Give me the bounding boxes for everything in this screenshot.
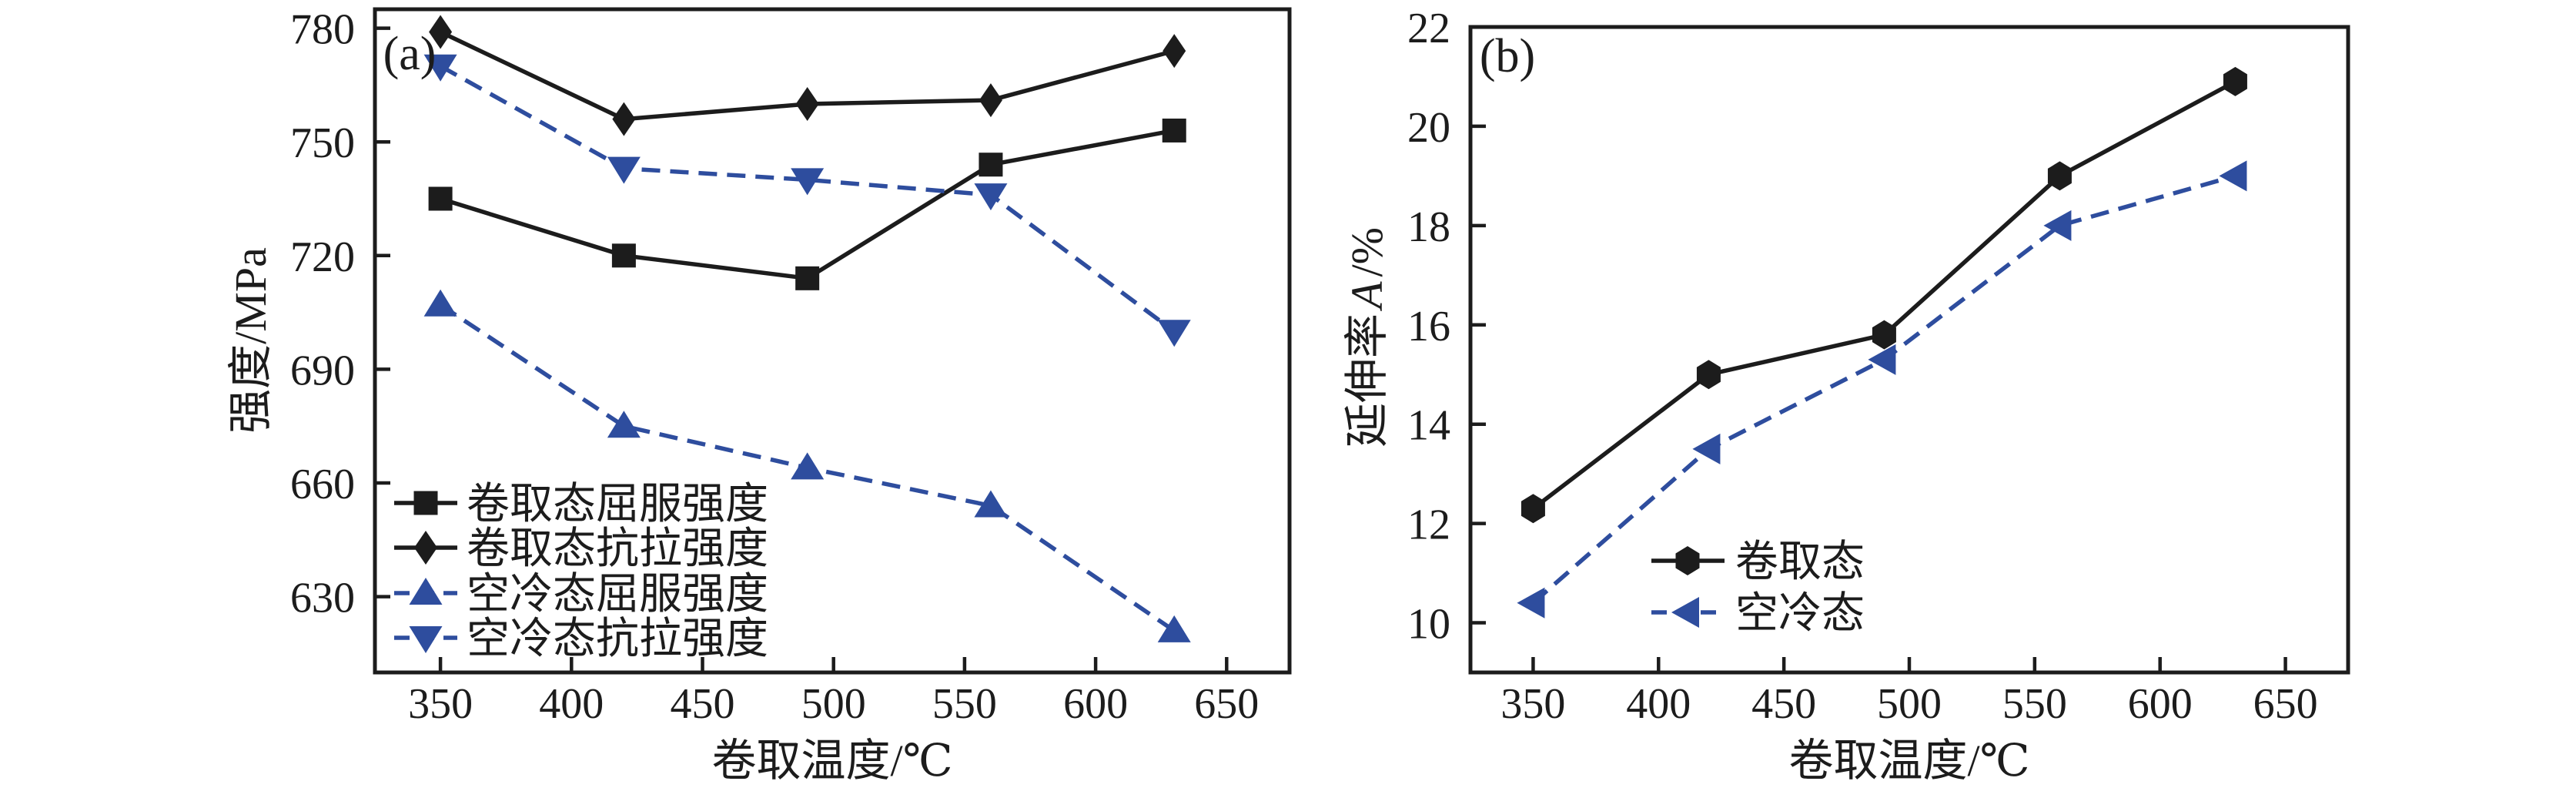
series-line-triangle-left xyxy=(1531,173,2236,605)
series-marker-triangle-up xyxy=(423,289,457,317)
series-marker-diamond xyxy=(979,83,1002,118)
series-marker-hexagon xyxy=(2223,66,2247,96)
x-tick-label-a: 450 xyxy=(671,680,735,728)
y-tick-label-b: 12 xyxy=(1407,501,1450,549)
y-tick-label-a: 630 xyxy=(290,575,355,622)
y-tick-label-b: 18 xyxy=(1407,203,1450,251)
x-tick-label-b: 350 xyxy=(1500,680,1565,728)
y-tick-label-a: 720 xyxy=(290,233,355,281)
legend-marker-triangle-up xyxy=(409,578,443,605)
series-marker-triangle-up xyxy=(974,490,1008,518)
legend-marker-hexagon xyxy=(1675,546,1700,575)
series-marker-square xyxy=(428,186,453,211)
series-marker-triangle-down xyxy=(791,168,825,196)
series-marker-triangle-down xyxy=(1157,320,1191,347)
y-axis-title-b-suffix: /% xyxy=(1342,227,1392,277)
series-line-hexagon xyxy=(1531,79,2236,511)
series-marker-diamond xyxy=(795,87,819,121)
legend-marker-square xyxy=(413,491,438,515)
y-tick-label-b: 14 xyxy=(1407,402,1450,450)
series-marker-hexagon xyxy=(1696,360,1721,390)
x-tick-label-a: 500 xyxy=(801,680,866,728)
series-marker-triangle-left xyxy=(1868,344,1896,375)
series-marker-square xyxy=(611,243,636,268)
y-axis-title-b-prefix: 延伸率 xyxy=(1342,313,1392,448)
legend-label-b: 空冷态 xyxy=(1735,590,1865,638)
series-marker-triangle-down xyxy=(974,183,1008,211)
series-marker-triangle-up xyxy=(607,411,641,438)
series-marker-triangle-left xyxy=(2043,210,2072,241)
y-axis-title-a: 强度/MPa xyxy=(226,247,276,434)
x-tick-label-b: 650 xyxy=(2253,680,2318,728)
y-tick-label-b: 16 xyxy=(1407,303,1450,350)
legend-label-a: 空冷态屈服强度 xyxy=(467,571,768,619)
series-marker-square xyxy=(1162,118,1186,142)
series-marker-triangle-left xyxy=(1692,433,1721,464)
series-line-square xyxy=(440,128,1175,281)
plot-box-b xyxy=(1468,25,2350,675)
y-tick-label-a: 780 xyxy=(290,6,355,54)
legend-marker-triangle-left xyxy=(1671,597,1699,628)
series-marker-triangle-left xyxy=(2219,160,2247,192)
panel-label-b: (b) xyxy=(1479,30,1536,82)
legend-label-a: 空冷态抗拉强度 xyxy=(467,615,768,663)
x-tick-label-a: 550 xyxy=(932,680,997,728)
x-tick-label-b: 400 xyxy=(1626,680,1691,728)
series-marker-square xyxy=(979,153,1003,177)
x-tick-label-b: 450 xyxy=(1751,680,1816,728)
series-marker-triangle-up xyxy=(791,452,825,480)
series-marker-hexagon xyxy=(1521,494,1545,524)
series-marker-diamond xyxy=(429,15,453,49)
x-axis-title-b: 卷取温度/℃ xyxy=(1788,736,2030,786)
legend-marker-triangle-down xyxy=(409,626,443,653)
x-tick-label-b: 500 xyxy=(1877,680,1942,728)
y-axis-title-b-variable: A xyxy=(1342,281,1392,309)
legend-label-b: 卷取态 xyxy=(1735,538,1865,586)
y-tick-label-b: 22 xyxy=(1407,5,1450,52)
series-marker-triangle-down xyxy=(423,54,457,82)
x-tick-label-a: 350 xyxy=(408,680,473,728)
x-tick-label-b: 600 xyxy=(2128,680,2193,728)
x-tick-label-a: 650 xyxy=(1194,680,1259,728)
x-tick-label-a: 600 xyxy=(1063,680,1128,728)
legend-marker-diamond xyxy=(414,531,437,565)
series-marker-triangle-left xyxy=(1517,587,1545,619)
series-marker-diamond xyxy=(1163,34,1186,69)
series-marker-triangle-up xyxy=(1157,615,1191,642)
y-tick-label-b: 20 xyxy=(1407,104,1450,152)
legend-label-a: 卷取态屈服强度 xyxy=(467,481,768,528)
series-marker-hexagon xyxy=(2047,161,2072,191)
legend-label-a: 卷取态抗拉强度 xyxy=(467,525,768,573)
series-marker-triangle-down xyxy=(607,156,641,184)
x-axis-title-a: 卷取温度/℃ xyxy=(711,736,953,786)
series-marker-diamond xyxy=(612,102,636,136)
series-marker-square xyxy=(795,266,820,290)
x-tick-label-a: 400 xyxy=(539,680,604,728)
panel-label-a: (a) xyxy=(383,28,437,80)
x-tick-label-b: 550 xyxy=(2002,680,2067,728)
y-tick-label-a: 690 xyxy=(290,347,355,394)
y-tick-label-a: 750 xyxy=(290,119,355,167)
y-tick-label-a: 660 xyxy=(290,461,355,508)
series-marker-hexagon xyxy=(1872,320,1896,350)
y-tick-label-b: 10 xyxy=(1407,601,1450,649)
y-axis-title-b: 延伸率 A /% xyxy=(1342,227,1392,448)
